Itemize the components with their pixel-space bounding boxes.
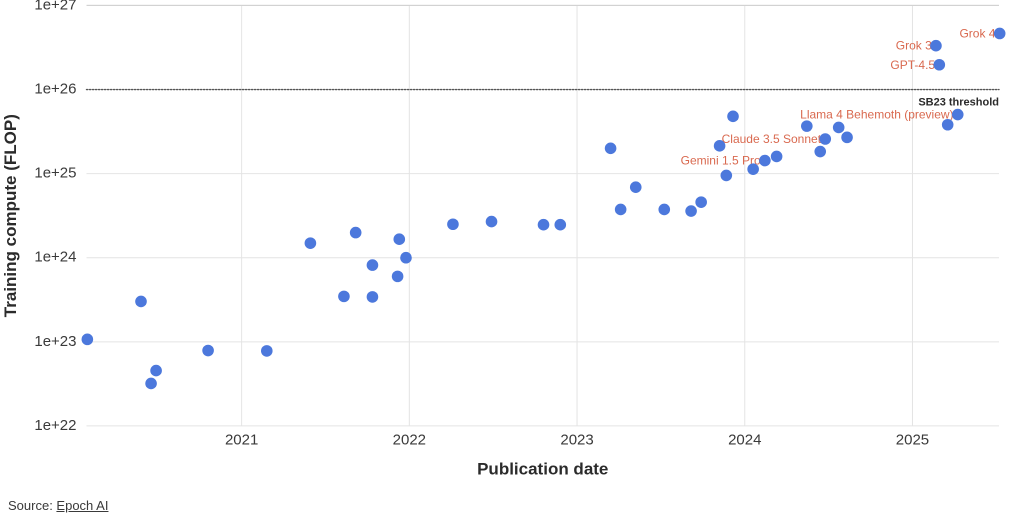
svg-text:1e+25: 1e+25 [34, 165, 76, 182]
svg-text:1e+27: 1e+27 [34, 0, 76, 13]
svg-text:1e+24: 1e+24 [34, 249, 76, 266]
svg-text:GPT-4.5: GPT-4.5 [890, 58, 935, 72]
svg-text:Publication date: Publication date [477, 460, 608, 479]
svg-text:2024: 2024 [728, 431, 761, 448]
svg-text:2025: 2025 [896, 431, 929, 448]
svg-text:2023: 2023 [560, 431, 593, 448]
svg-text:1e+26: 1e+26 [34, 81, 76, 98]
svg-text:1e+22: 1e+22 [34, 417, 76, 434]
svg-text:Llama 4 Behemoth (preview): Llama 4 Behemoth (preview) [800, 108, 953, 122]
svg-text:Training compute (FLOP): Training compute (FLOP) [1, 114, 20, 317]
svg-text:2022: 2022 [393, 431, 426, 448]
svg-text:Claude 3.5 Sonnet: Claude 3.5 Sonnet [722, 132, 822, 146]
svg-text:2021: 2021 [225, 431, 258, 448]
svg-text:Grok 4: Grok 4 [959, 26, 995, 40]
svg-text:1e+23: 1e+23 [34, 333, 76, 350]
svg-text:Grok 3: Grok 3 [896, 39, 932, 53]
